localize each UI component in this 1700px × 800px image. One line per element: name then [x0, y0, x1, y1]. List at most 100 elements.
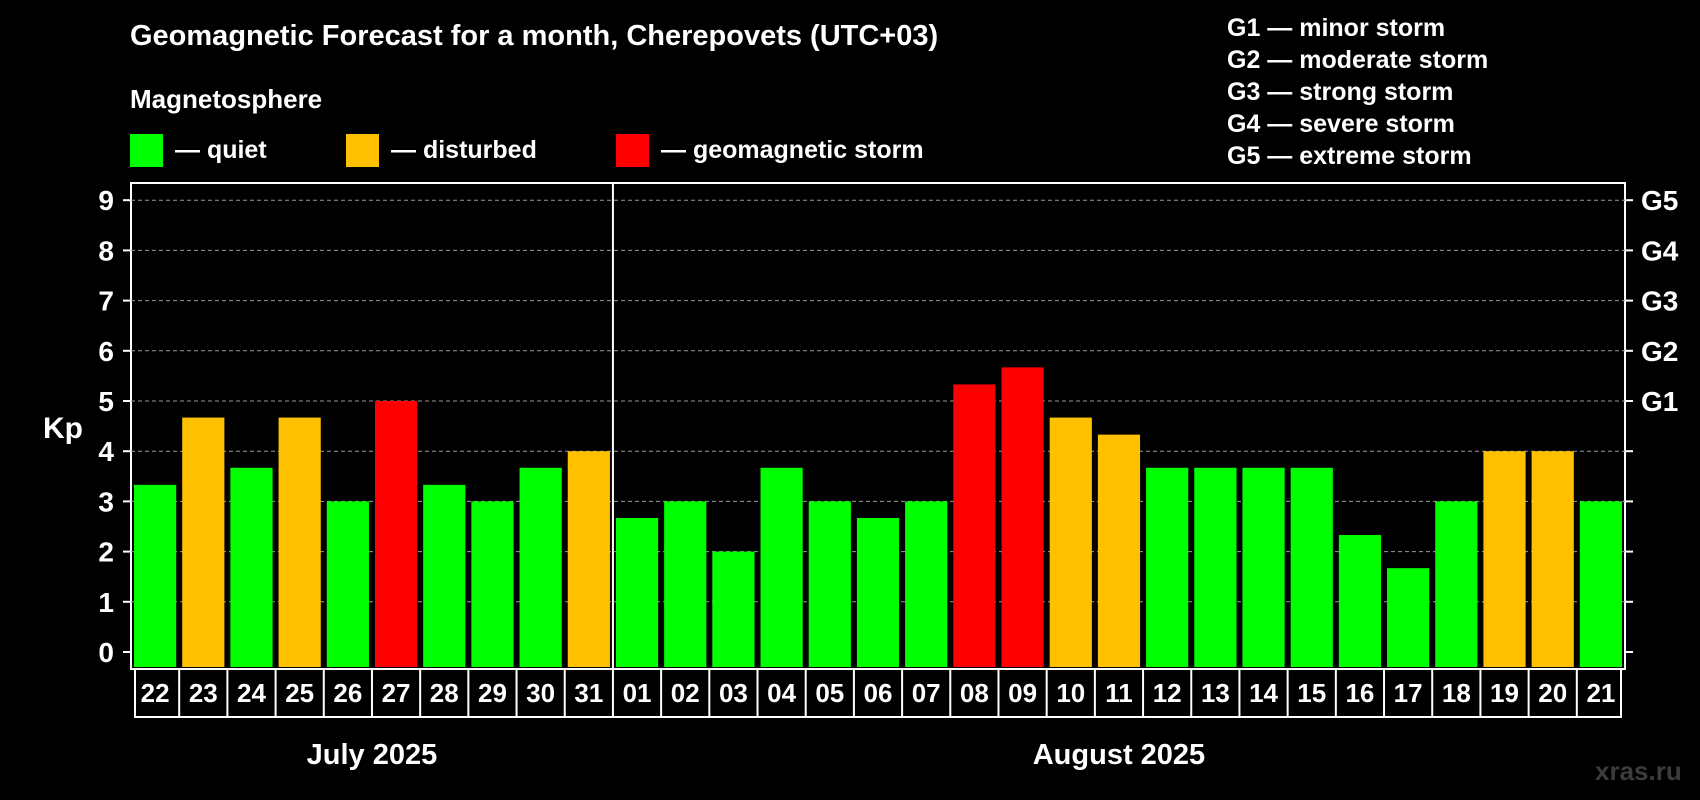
legend-label-disturbed: — disturbed	[391, 135, 537, 164]
bar-26	[326, 501, 369, 667]
g-level-label: G2	[1641, 336, 1678, 367]
legend-swatch-disturbed	[346, 133, 379, 167]
g-scale-item: G2 — moderate storm	[1227, 46, 1489, 74]
x-tick-label-11: 11	[1105, 678, 1133, 708]
y-tick-label: 9	[98, 185, 114, 216]
bar-23	[182, 417, 225, 667]
bar-17	[1387, 568, 1430, 667]
x-tick-label-20: 20	[1538, 678, 1567, 708]
legend-swatch-quiet	[130, 133, 163, 167]
legend-item-disturbed: — disturbed	[346, 132, 537, 168]
x-tick-label-18: 18	[1442, 678, 1471, 708]
y-tick-label: 7	[98, 286, 114, 317]
legend-swatch-storm	[616, 133, 649, 167]
g-level-label: G4	[1641, 235, 1679, 266]
x-tick-label-29: 29	[478, 678, 507, 708]
x-tick-label-16: 16	[1345, 678, 1374, 708]
g-scale-item: G5 — extreme storm	[1227, 142, 1472, 170]
x-tick-label-07: 07	[912, 678, 941, 708]
x-tick-label-21: 21	[1586, 678, 1615, 708]
x-tick-label-23: 23	[189, 678, 218, 708]
g-level-label: G1	[1641, 386, 1678, 417]
date-row-frame	[134, 668, 1622, 718]
g-scale-item: G4 — severe storm	[1227, 110, 1455, 138]
legend-item-storm: — geomagnetic storm	[616, 132, 924, 168]
bar-09	[1001, 367, 1044, 667]
bar-28	[423, 484, 466, 667]
x-tick-label-28: 28	[430, 678, 459, 708]
x-tick-label-19: 19	[1490, 678, 1519, 708]
y-tick-label: 2	[98, 537, 114, 568]
y-tick-label: 1	[98, 587, 114, 618]
bar-11	[1097, 434, 1141, 667]
x-tick-label-24: 24	[237, 678, 266, 708]
g-level-label: G3	[1641, 286, 1678, 317]
bar-08	[953, 384, 996, 667]
bar-27	[374, 401, 418, 667]
bar-10	[1049, 417, 1092, 667]
g-scale-item: G1 — minor storm	[1227, 14, 1446, 42]
x-tick-label-15: 15	[1297, 678, 1326, 708]
bar-12	[1146, 467, 1189, 667]
watermark: xras.ru	[1595, 756, 1682, 786]
bar-04	[760, 467, 803, 667]
g-level-label: G5	[1641, 185, 1678, 216]
bar-06	[856, 517, 900, 667]
x-tick-label-06: 06	[864, 678, 893, 708]
x-tick-label-10: 10	[1056, 678, 1085, 708]
x-tick-label-14: 14	[1249, 678, 1278, 708]
y-tick-label: 5	[98, 386, 114, 417]
bar-24	[230, 467, 273, 667]
bar-07	[905, 501, 948, 667]
x-tick-label-31: 31	[574, 678, 603, 708]
bar-31	[567, 451, 610, 667]
y-axis-label: Kp	[43, 412, 83, 445]
bar-16	[1338, 535, 1382, 667]
x-tick-label-13: 13	[1201, 678, 1230, 708]
legend-label-quiet: — quiet	[175, 135, 267, 164]
bar-25	[278, 417, 321, 667]
month-label: August 2025	[1033, 739, 1205, 771]
legend-item-quiet: — quiet	[130, 132, 267, 168]
g-scale-item: G3 — strong storm	[1227, 78, 1454, 106]
bar-29	[471, 501, 514, 667]
bar-13	[1194, 467, 1237, 667]
x-tick-label-08: 08	[960, 678, 989, 708]
bar-20	[1531, 451, 1574, 667]
month-label: July 2025	[307, 739, 438, 771]
x-tick-label-01: 01	[623, 678, 652, 708]
bar-19	[1483, 451, 1526, 667]
y-tick-label: 6	[98, 336, 114, 367]
x-tick-label-27: 27	[382, 678, 411, 708]
x-tick-label-09: 09	[1008, 678, 1037, 708]
bar-15	[1290, 467, 1333, 667]
x-tick-label-03: 03	[719, 678, 748, 708]
x-tick-label-12: 12	[1153, 678, 1182, 708]
bar-18	[1435, 501, 1478, 667]
y-tick-label: 4	[98, 436, 114, 467]
y-tick-label: 0	[98, 637, 114, 668]
g-scale-legend: G1 — minor storm G2 — moderate storm G3 …	[1227, 12, 1488, 172]
bar-21	[1579, 501, 1622, 667]
x-tick-label-17: 17	[1394, 678, 1423, 708]
bar-30	[519, 467, 562, 667]
x-tick-label-05: 05	[815, 678, 844, 708]
bar-14	[1242, 467, 1285, 667]
bar-05	[808, 501, 851, 667]
y-tick-label: 8	[98, 235, 114, 266]
chart-subtitle: Magnetosphere	[130, 84, 323, 114]
x-tick-label-30: 30	[526, 678, 555, 708]
y-tick-label: 3	[98, 486, 114, 517]
x-tick-label-26: 26	[333, 678, 362, 708]
chart-title: Geomagnetic Forecast for a month, Cherep…	[130, 20, 939, 52]
x-tick-label-22: 22	[141, 678, 170, 708]
legend-label-storm: — geomagnetic storm	[661, 135, 924, 164]
bar-01	[615, 517, 659, 667]
bar-02	[664, 501, 707, 667]
x-tick-label-25: 25	[285, 678, 314, 708]
x-tick-label-04: 04	[767, 678, 796, 708]
bar-03	[712, 551, 755, 667]
bar-22	[134, 484, 177, 667]
x-tick-label-02: 02	[671, 678, 700, 708]
